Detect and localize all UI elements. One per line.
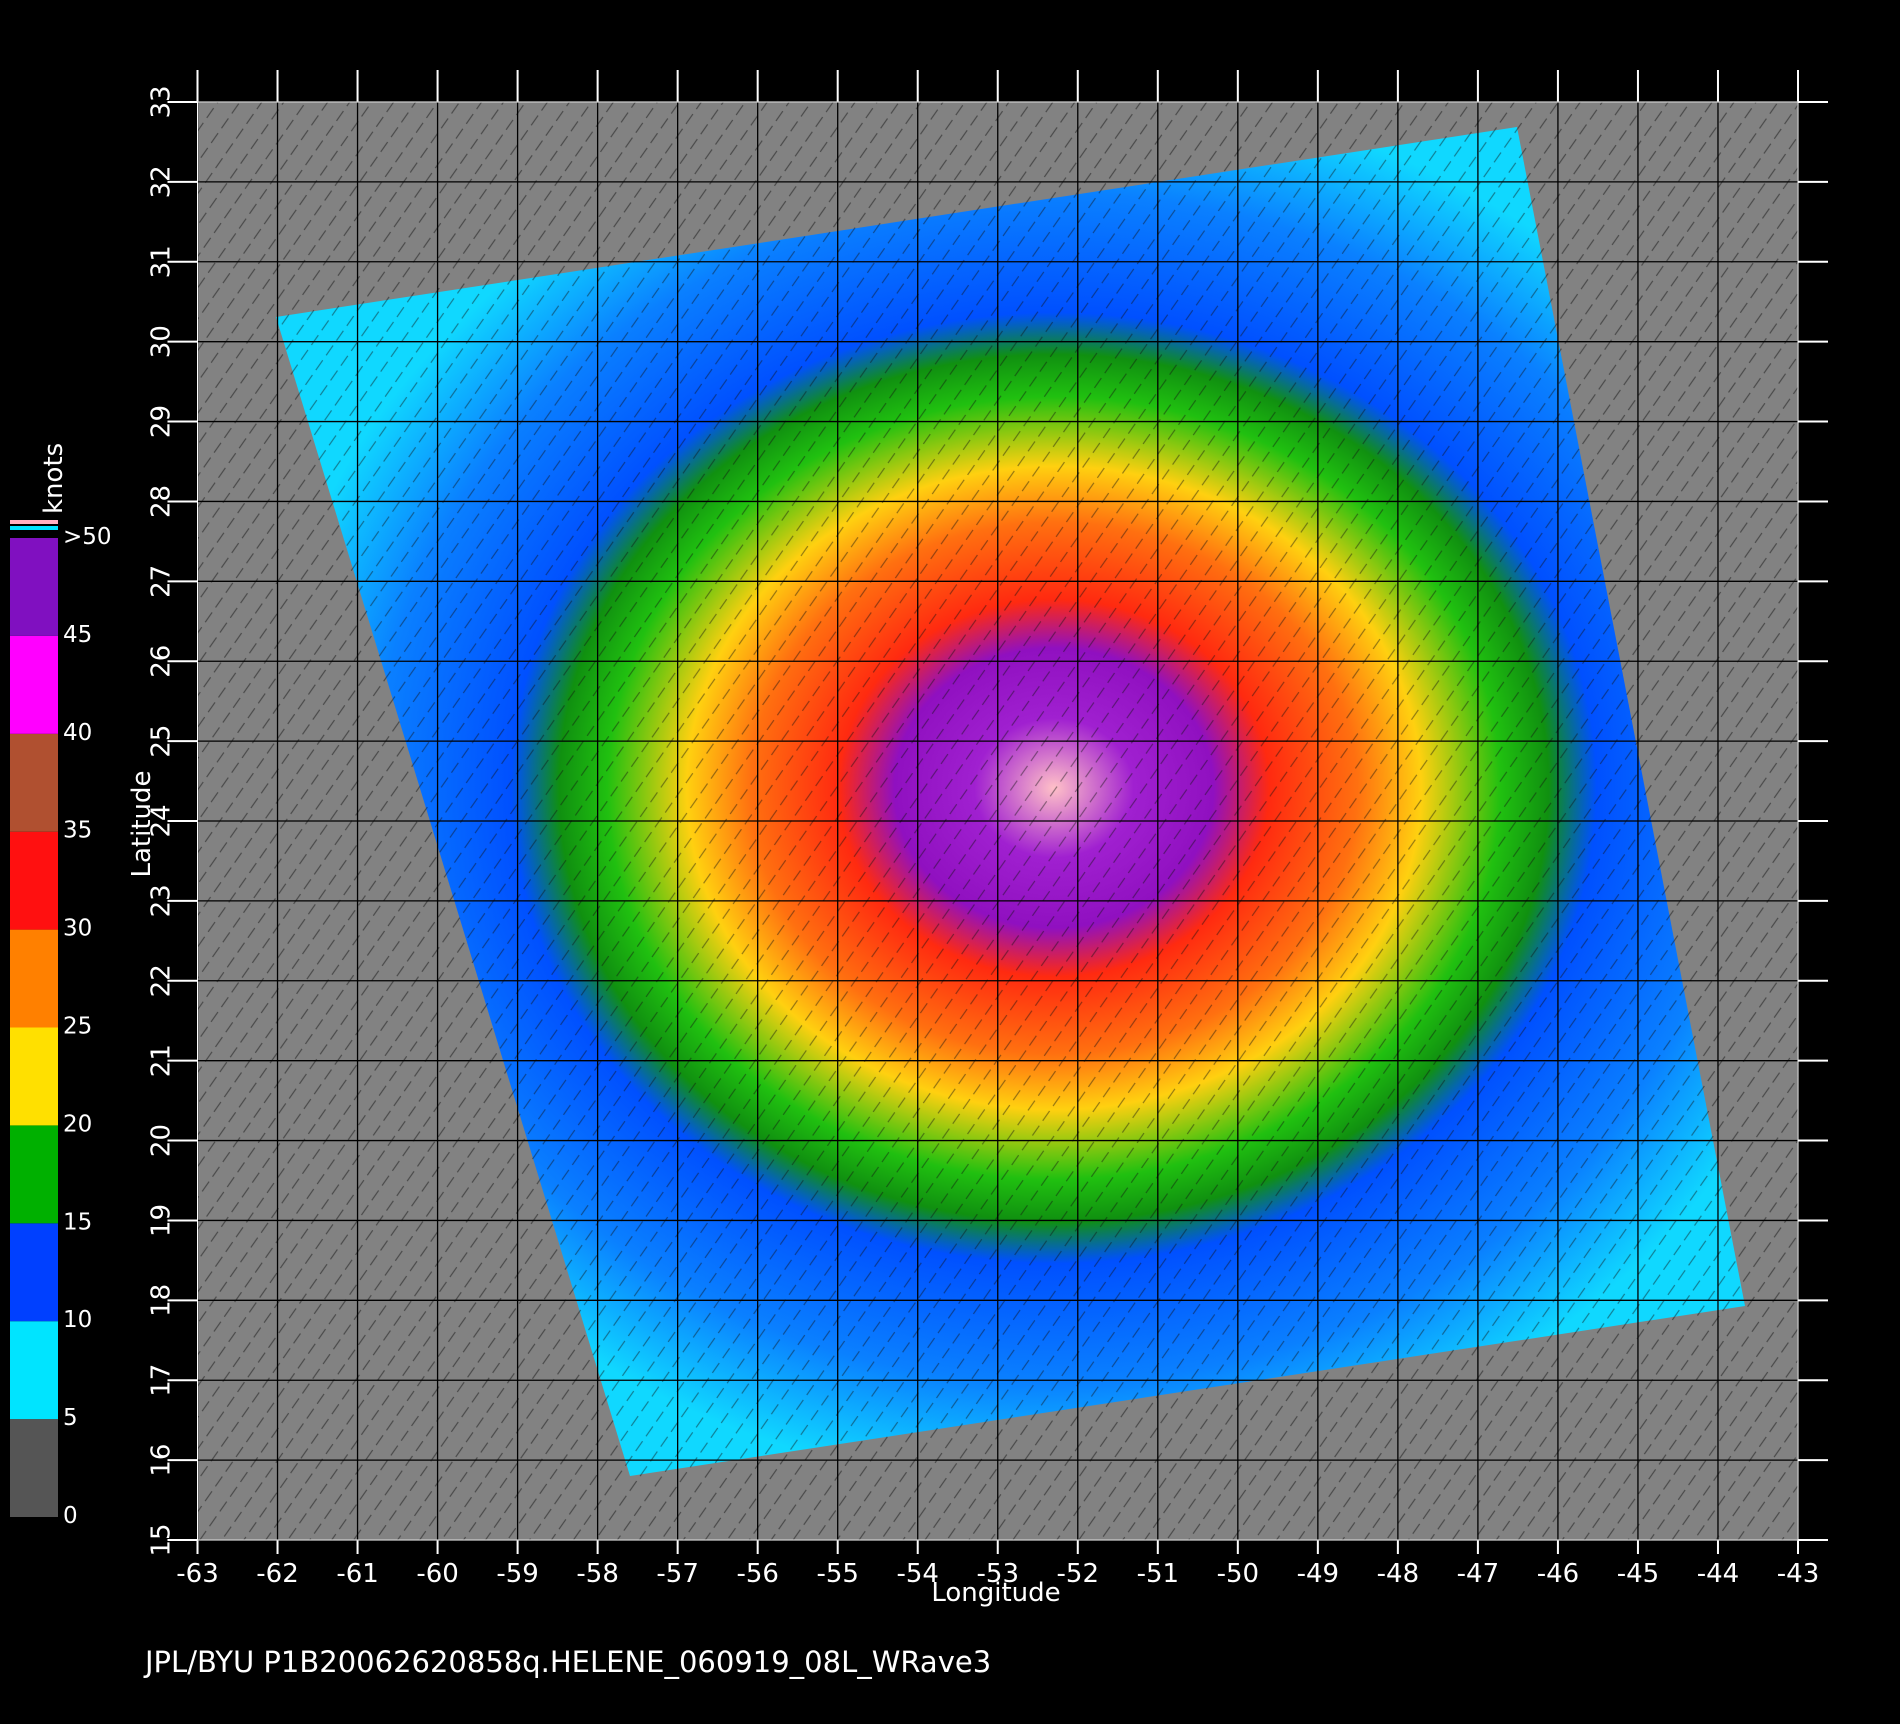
colorbar-tick-label: 15 xyxy=(63,1209,92,1235)
colorbar-segment xyxy=(10,635,58,734)
y-tick-label: 17 xyxy=(147,1364,177,1397)
colorbar-tick-label: 25 xyxy=(63,1014,92,1040)
y-tick-label: 33 xyxy=(147,85,177,118)
x-tick-label: -44 xyxy=(1697,1559,1739,1589)
colorbar-segment xyxy=(10,1125,58,1224)
colorbar-tick-label: 20 xyxy=(63,1111,92,1137)
colorbar-label: knots xyxy=(39,443,69,514)
colorbar-cap xyxy=(10,526,58,530)
x-axis-label: Longitude xyxy=(931,1578,1060,1608)
plot-frame xyxy=(197,101,1799,1541)
y-tick-label: 20 xyxy=(147,1124,177,1157)
x-tick-label: -61 xyxy=(336,1559,378,1589)
colorbar-segment xyxy=(10,1223,58,1322)
colorbar-cap xyxy=(10,520,58,524)
x-tick-label: -57 xyxy=(656,1559,698,1589)
colorbar-tick-label: 35 xyxy=(63,818,92,844)
colorbar-tick-label: 0 xyxy=(63,1503,78,1529)
colorbar-tick-label: 40 xyxy=(63,720,92,746)
x-tick-label: -43 xyxy=(1777,1559,1819,1589)
footer: JPL/BYU P1B20062620858q.HELENE_060919_08… xyxy=(143,1645,991,1679)
colorbar-tick-label: >50 xyxy=(63,524,112,550)
y-axis-label: Latitude xyxy=(127,770,157,877)
colorbar-segment xyxy=(10,538,58,636)
y-tick-label: 32 xyxy=(147,165,177,198)
y-tick-label: 18 xyxy=(147,1284,177,1317)
x-tick-label: -47 xyxy=(1457,1559,1499,1589)
y-tick-label: 24 xyxy=(147,804,177,837)
y-tick-label: 28 xyxy=(147,485,177,518)
y-tick-label: 15 xyxy=(147,1523,177,1556)
x-tick-label: -52 xyxy=(1057,1559,1099,1589)
y-tick-label: 16 xyxy=(147,1444,177,1477)
y-tick-label: 31 xyxy=(147,245,177,278)
x-tick-label: -53 xyxy=(977,1559,1019,1589)
colorbar-tick-label: 30 xyxy=(63,916,92,942)
y-tick-label: 27 xyxy=(147,565,177,598)
x-tick-label: -54 xyxy=(896,1559,938,1589)
colorbar-segment xyxy=(10,1321,58,1420)
x-tick-label: -56 xyxy=(736,1559,778,1589)
colorbar-segment xyxy=(10,1419,58,1517)
x-tick-label: -58 xyxy=(576,1559,618,1589)
y-tick-label: 21 xyxy=(147,1044,177,1077)
x-tick-label: -51 xyxy=(1137,1559,1179,1589)
colorbar-tick-label: 10 xyxy=(63,1307,92,1333)
x-tick-label: -55 xyxy=(816,1559,858,1589)
y-tick-label: 25 xyxy=(147,725,177,758)
axes: -63 -62 -61 -60 -59 -58 -57 -56 -55 -54 -53 -52 -51 -… xyxy=(10,70,1828,1589)
y-tick-label: 30 xyxy=(147,325,177,358)
y-tick-label: 26 xyxy=(147,645,177,678)
y-tick-label: 19 xyxy=(147,1204,177,1237)
x-tick-label: -45 xyxy=(1617,1559,1659,1589)
y-tick-label: 22 xyxy=(147,964,177,997)
x-tick-label: -48 xyxy=(1377,1559,1419,1589)
y-tick-label: 29 xyxy=(147,405,177,438)
colorbar-tick-label: 45 xyxy=(63,622,92,648)
y-tick-label: 23 xyxy=(147,884,177,917)
x-tick-label: -46 xyxy=(1537,1559,1579,1589)
x-tick-label: -59 xyxy=(496,1559,538,1589)
colorbar-segment xyxy=(10,929,58,1028)
x-tick-label: -60 xyxy=(416,1559,458,1589)
x-tick-label: -62 xyxy=(256,1559,298,1589)
colorbar-tick-label: 5 xyxy=(63,1405,78,1431)
x-tick-label: -49 xyxy=(1297,1559,1339,1589)
x-tick-label: -63 xyxy=(176,1559,218,1589)
colorbar-segment xyxy=(10,733,58,832)
x-tick-label: -50 xyxy=(1217,1559,1259,1589)
colorbar-segment xyxy=(10,1027,58,1126)
colorbar-segment xyxy=(10,831,58,930)
